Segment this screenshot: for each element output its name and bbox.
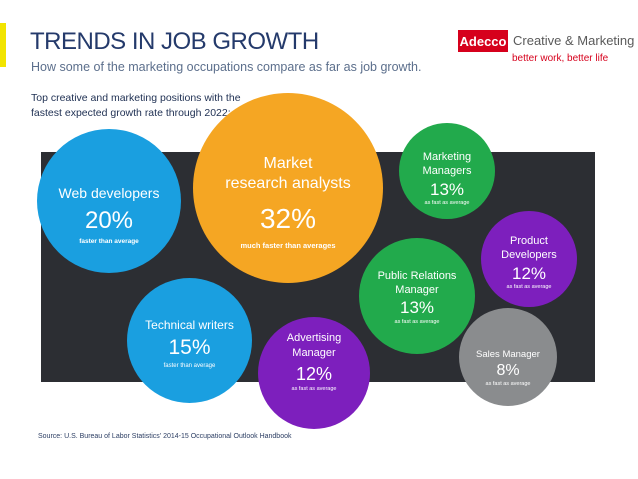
bubble-title: Web developers xyxy=(58,185,160,201)
intro-text: Top creative and marketing positions wit… xyxy=(31,92,241,119)
source-footnote: Source: U.S. Bureau of Labor Statistics'… xyxy=(38,433,292,440)
brand-tagline: better work, better life xyxy=(512,53,609,64)
bubble-note: as fast as average xyxy=(506,284,552,290)
adecco-logo: Adecco xyxy=(458,30,508,52)
bubble-note: faster than average xyxy=(79,238,139,245)
title-accent-bar xyxy=(0,23,6,67)
bubble-market-research-analysts: Market research analysts 32% much faster… xyxy=(193,93,383,283)
bubble-title-line1: Product xyxy=(510,235,548,247)
bubble-title-line2: Manager xyxy=(395,284,439,296)
bubble-title-line2: Managers xyxy=(422,165,472,177)
bubble-percent: 8% xyxy=(496,362,520,379)
bubble-title: Technical writers xyxy=(145,318,234,332)
bubble-title-line2: research analysts xyxy=(225,175,351,192)
bubble-product-developers: Product Developers 12% as fast as averag… xyxy=(481,211,577,307)
bubble-title: Sales Manager xyxy=(476,349,540,360)
bubble-technical-writers: Technical writers 15% faster than averag… xyxy=(127,278,252,403)
bubble-percent: 20% xyxy=(84,207,134,234)
bubble-title-line1: Marketing xyxy=(422,151,472,163)
bubble-public-relations-manager: Public Relations Manager 13% as fast as … xyxy=(359,238,475,354)
bubble-percent: 15% xyxy=(168,336,211,359)
bubble-title-line2: Manager xyxy=(292,347,336,359)
bubble-note: much faster than averages xyxy=(240,241,336,250)
bubble-percent: 32% xyxy=(259,203,317,234)
bubble-title-line2: Developers xyxy=(501,249,557,261)
bubble-percent: 13% xyxy=(399,298,435,317)
bubble-percent: 12% xyxy=(295,364,333,384)
bubble-note: as fast as average xyxy=(424,200,470,206)
bubble-note: as fast as average xyxy=(291,386,337,392)
bubble-percent: 12% xyxy=(511,264,547,283)
bubble-title-line1: Advertising xyxy=(286,332,342,344)
brand-name: Creative & Marketing xyxy=(513,33,635,48)
page-title: TRENDS IN JOB GROWTH xyxy=(30,28,319,55)
bubble-title-line1: Market xyxy=(263,155,313,172)
bubble-web-developers: Web developers 20% faster than average xyxy=(37,129,181,273)
bubble-note: as fast as average xyxy=(394,319,440,325)
page-subtitle: How some of the marketing occupations co… xyxy=(31,60,422,74)
bubble-advertising-manager: Advertising Manager 12% as fast as avera… xyxy=(258,317,370,429)
bubble-marketing-managers: Marketing Managers 13% as fast as averag… xyxy=(399,123,495,219)
bubble-percent: 13% xyxy=(429,180,465,199)
bubble-sales-manager: Sales Manager 8% as fast as average xyxy=(459,308,557,406)
bubble-note: as fast as average xyxy=(485,381,531,387)
bubble-note: faster than average xyxy=(163,363,216,369)
bubble-title-line1: Public Relations xyxy=(377,270,457,282)
